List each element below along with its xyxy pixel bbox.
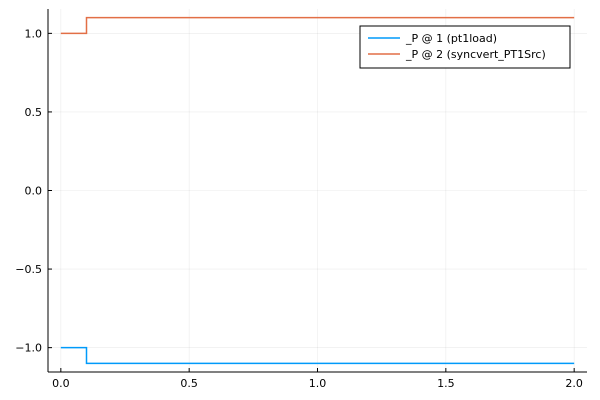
x-tick-label: 1.0 xyxy=(309,377,327,390)
y-tick-label: −0.5 xyxy=(15,263,42,276)
x-tick-label: 0.5 xyxy=(180,377,198,390)
y-tick-label: −1.0 xyxy=(15,342,42,355)
series-line-1 xyxy=(60,346,575,365)
x-tick-label: 2.0 xyxy=(565,377,583,390)
legend-box xyxy=(359,25,571,69)
y-tick-label: 0.5 xyxy=(25,106,43,119)
legend: _P @ 1 (pt1load) _P @ 2 (syncvert_PT1Src) xyxy=(359,25,571,69)
x-tick-label: 1.5 xyxy=(437,377,455,390)
series-line-2 xyxy=(60,16,575,35)
series-lines xyxy=(60,16,575,365)
y-tick-label: 0.0 xyxy=(25,185,43,198)
legend-label-1: _P @ 1 (pt1load) xyxy=(405,32,497,45)
x-tick-label: 0.0 xyxy=(52,377,70,390)
y-tick-label: 1.0 xyxy=(25,27,43,40)
legend-label-2: _P @ 2 (syncvert_PT1Src) xyxy=(405,48,546,61)
axes: 0.0 0.5 1.0 1.5 2.0 −1.0 −0.5 0.0 0.5 1.0 xyxy=(15,9,587,390)
